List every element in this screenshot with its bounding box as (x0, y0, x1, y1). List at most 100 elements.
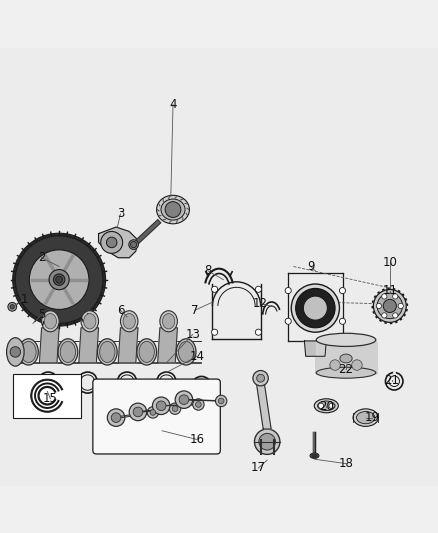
Circle shape (376, 303, 381, 309)
Polygon shape (158, 328, 177, 363)
Polygon shape (181, 400, 224, 401)
Ellipse shape (29, 250, 89, 310)
Polygon shape (99, 227, 138, 258)
Text: 7: 7 (191, 304, 199, 317)
Ellipse shape (157, 195, 190, 224)
Ellipse shape (42, 311, 59, 332)
Ellipse shape (218, 398, 224, 404)
Polygon shape (135, 408, 178, 412)
Circle shape (330, 360, 340, 370)
Text: 16: 16 (190, 433, 205, 446)
Ellipse shape (253, 370, 268, 386)
Ellipse shape (377, 293, 403, 319)
Ellipse shape (162, 313, 175, 329)
Ellipse shape (318, 401, 335, 410)
Circle shape (382, 294, 387, 299)
Ellipse shape (353, 409, 378, 426)
Text: 4: 4 (169, 98, 177, 111)
Ellipse shape (193, 399, 204, 410)
Circle shape (101, 231, 123, 253)
Ellipse shape (15, 236, 103, 324)
Ellipse shape (137, 339, 157, 365)
Ellipse shape (373, 289, 406, 322)
Text: 20: 20 (319, 400, 334, 413)
Text: 3: 3 (117, 207, 124, 221)
Ellipse shape (60, 342, 76, 362)
Ellipse shape (160, 311, 177, 332)
Ellipse shape (150, 409, 156, 415)
Polygon shape (118, 328, 138, 363)
Ellipse shape (179, 395, 189, 405)
Circle shape (56, 276, 63, 283)
Ellipse shape (53, 274, 65, 285)
Ellipse shape (316, 367, 376, 378)
Ellipse shape (175, 391, 193, 408)
Ellipse shape (84, 313, 96, 329)
Ellipse shape (176, 339, 196, 365)
Circle shape (165, 201, 181, 217)
Circle shape (106, 237, 117, 248)
Text: 21: 21 (385, 374, 399, 387)
Circle shape (383, 300, 396, 312)
Circle shape (329, 403, 334, 408)
Ellipse shape (340, 354, 352, 363)
Ellipse shape (215, 395, 227, 407)
Polygon shape (113, 412, 155, 418)
Text: 11: 11 (382, 284, 397, 297)
Text: 6: 6 (117, 304, 124, 317)
Ellipse shape (259, 433, 276, 450)
Circle shape (398, 303, 403, 309)
Ellipse shape (316, 333, 376, 346)
Ellipse shape (13, 233, 106, 326)
Circle shape (339, 318, 346, 324)
Ellipse shape (99, 342, 115, 362)
Text: 18: 18 (339, 457, 353, 470)
Circle shape (381, 313, 387, 318)
Ellipse shape (179, 342, 194, 362)
Circle shape (212, 286, 218, 292)
Text: 8: 8 (205, 264, 212, 277)
Circle shape (212, 329, 218, 335)
Ellipse shape (254, 429, 280, 455)
Polygon shape (159, 405, 201, 406)
Ellipse shape (310, 453, 319, 458)
Polygon shape (39, 328, 59, 363)
Ellipse shape (133, 407, 143, 417)
Ellipse shape (156, 401, 166, 410)
Ellipse shape (257, 374, 265, 382)
Circle shape (255, 329, 261, 335)
Text: 19: 19 (365, 411, 380, 424)
Ellipse shape (296, 288, 335, 328)
Text: 9: 9 (307, 260, 315, 273)
Ellipse shape (314, 399, 338, 413)
Circle shape (352, 360, 362, 370)
Ellipse shape (18, 339, 39, 365)
Ellipse shape (44, 313, 57, 329)
Circle shape (392, 294, 398, 299)
Polygon shape (79, 328, 99, 363)
Ellipse shape (170, 403, 181, 414)
FancyBboxPatch shape (13, 374, 81, 418)
Circle shape (285, 287, 291, 294)
Circle shape (10, 304, 14, 309)
Ellipse shape (357, 411, 375, 424)
Ellipse shape (291, 284, 339, 332)
Ellipse shape (21, 342, 36, 362)
Text: 2: 2 (38, 251, 46, 264)
Ellipse shape (107, 409, 125, 426)
Polygon shape (316, 342, 376, 373)
Ellipse shape (129, 403, 147, 421)
Ellipse shape (97, 339, 117, 365)
Ellipse shape (161, 199, 185, 220)
Ellipse shape (120, 311, 138, 332)
Ellipse shape (58, 339, 78, 365)
Ellipse shape (81, 311, 99, 332)
Ellipse shape (111, 413, 121, 423)
Ellipse shape (195, 402, 201, 407)
Text: 12: 12 (253, 297, 268, 310)
Circle shape (318, 403, 324, 408)
Text: 17: 17 (251, 462, 266, 474)
Ellipse shape (172, 406, 178, 411)
Text: 13: 13 (185, 328, 200, 341)
Text: 15: 15 (43, 392, 58, 405)
